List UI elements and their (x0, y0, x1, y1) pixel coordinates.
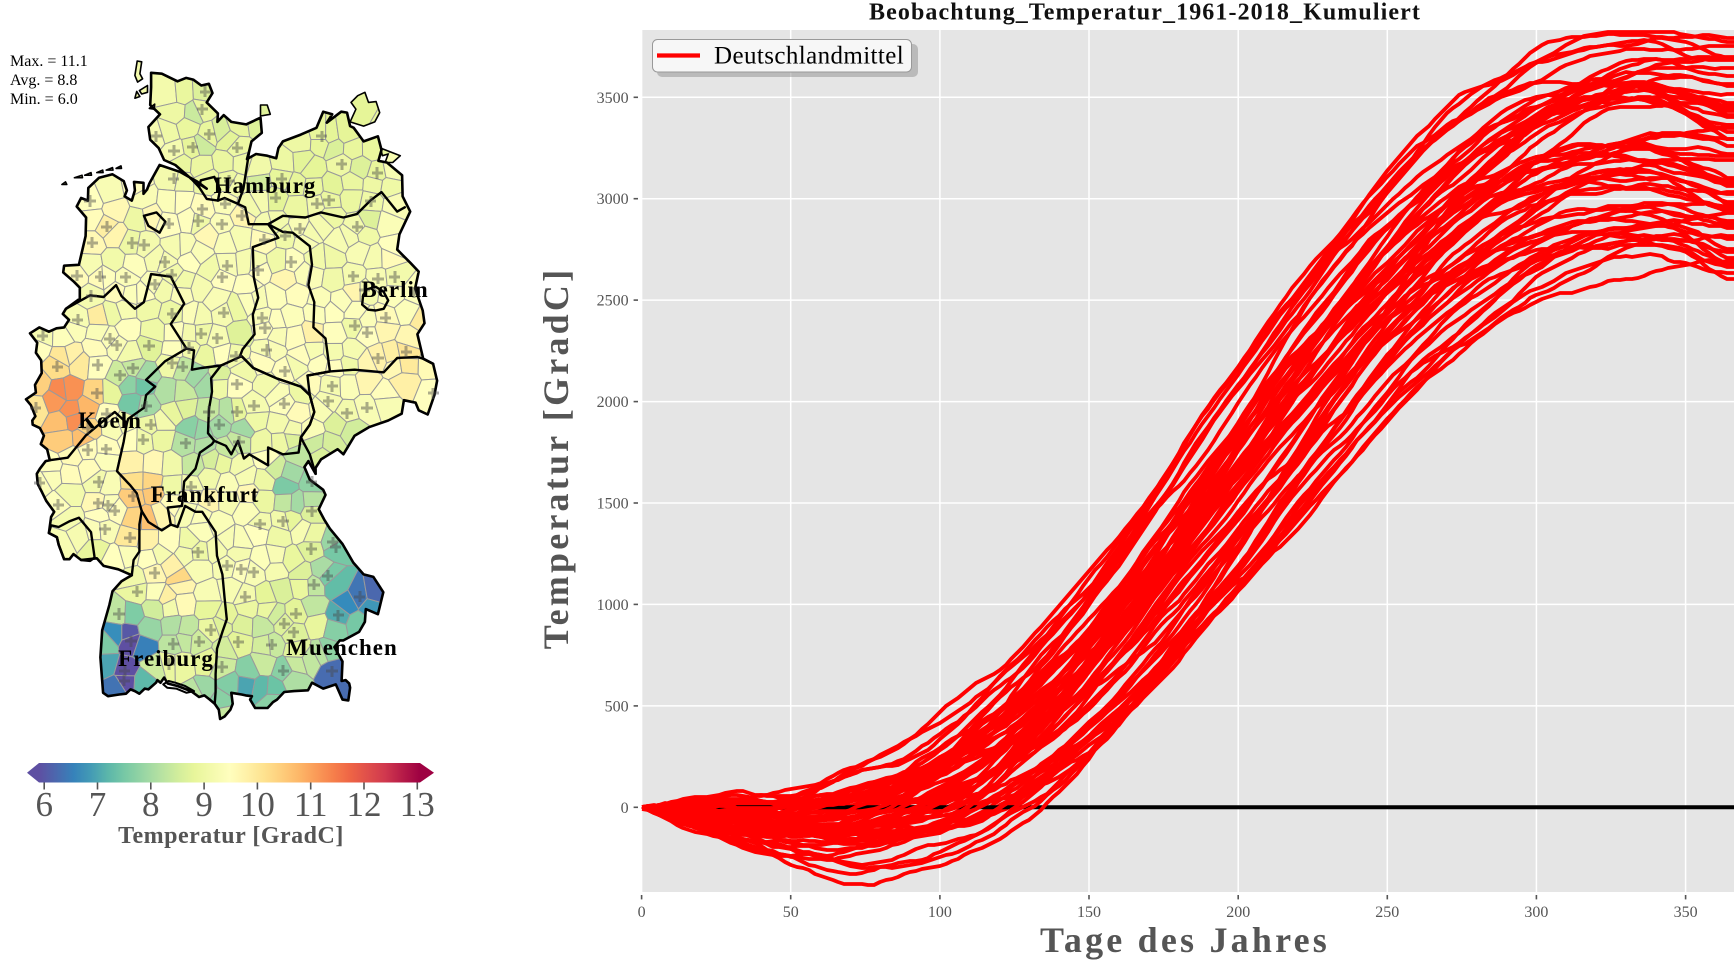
svg-text:7: 7 (89, 785, 107, 824)
svg-text:0: 0 (621, 800, 629, 817)
svg-text:13: 13 (400, 785, 435, 824)
svg-text:Temperatur [GradC]: Temperatur [GradC] (536, 267, 576, 650)
svg-text:Min. = 6.0: Min. = 6.0 (10, 91, 78, 108)
svg-text:200: 200 (1226, 904, 1250, 921)
svg-text:Beobachtung_Temperatur_1961-20: Beobachtung_Temperatur_1961-2018_Kumulie… (869, 0, 1421, 26)
svg-text:350: 350 (1674, 904, 1698, 921)
svg-text:Berlin: Berlin (361, 277, 428, 302)
svg-text:11: 11 (294, 785, 328, 824)
svg-text:Frankfurt: Frankfurt (151, 482, 260, 507)
svg-text:10: 10 (240, 785, 275, 824)
svg-text:12: 12 (347, 785, 382, 824)
svg-text:500: 500 (605, 698, 629, 715)
svg-text:3500: 3500 (597, 90, 629, 107)
svg-text:Max. = 11.1: Max. = 11.1 (10, 53, 88, 70)
svg-text:Avg. = 8.8: Avg. = 8.8 (10, 72, 77, 89)
svg-text:50: 50 (783, 904, 799, 921)
svg-text:300: 300 (1524, 904, 1548, 921)
svg-text:Muenchen: Muenchen (286, 635, 398, 660)
svg-text:250: 250 (1375, 904, 1399, 921)
svg-text:150: 150 (1077, 904, 1101, 921)
svg-text:Tage des Jahres: Tage des Jahres (1040, 920, 1330, 960)
svg-text:Hamburg: Hamburg (214, 173, 317, 198)
svg-text:2000: 2000 (597, 394, 629, 411)
svg-text:Koeln: Koeln (78, 408, 142, 433)
svg-text:1000: 1000 (597, 597, 629, 614)
svg-text:3000: 3000 (597, 191, 629, 208)
svg-text:9: 9 (195, 785, 213, 824)
svg-text:0: 0 (638, 904, 646, 921)
svg-text:8: 8 (142, 785, 160, 824)
svg-text:6: 6 (35, 785, 53, 824)
svg-text:Temperatur [GradC]: Temperatur [GradC] (118, 823, 344, 849)
svg-text:Deutschlandmittel: Deutschlandmittel (714, 43, 904, 70)
svg-text:100: 100 (928, 904, 952, 921)
svg-text:Freiburg: Freiburg (118, 646, 214, 671)
svg-text:1500: 1500 (597, 496, 629, 513)
svg-text:2500: 2500 (597, 293, 629, 310)
